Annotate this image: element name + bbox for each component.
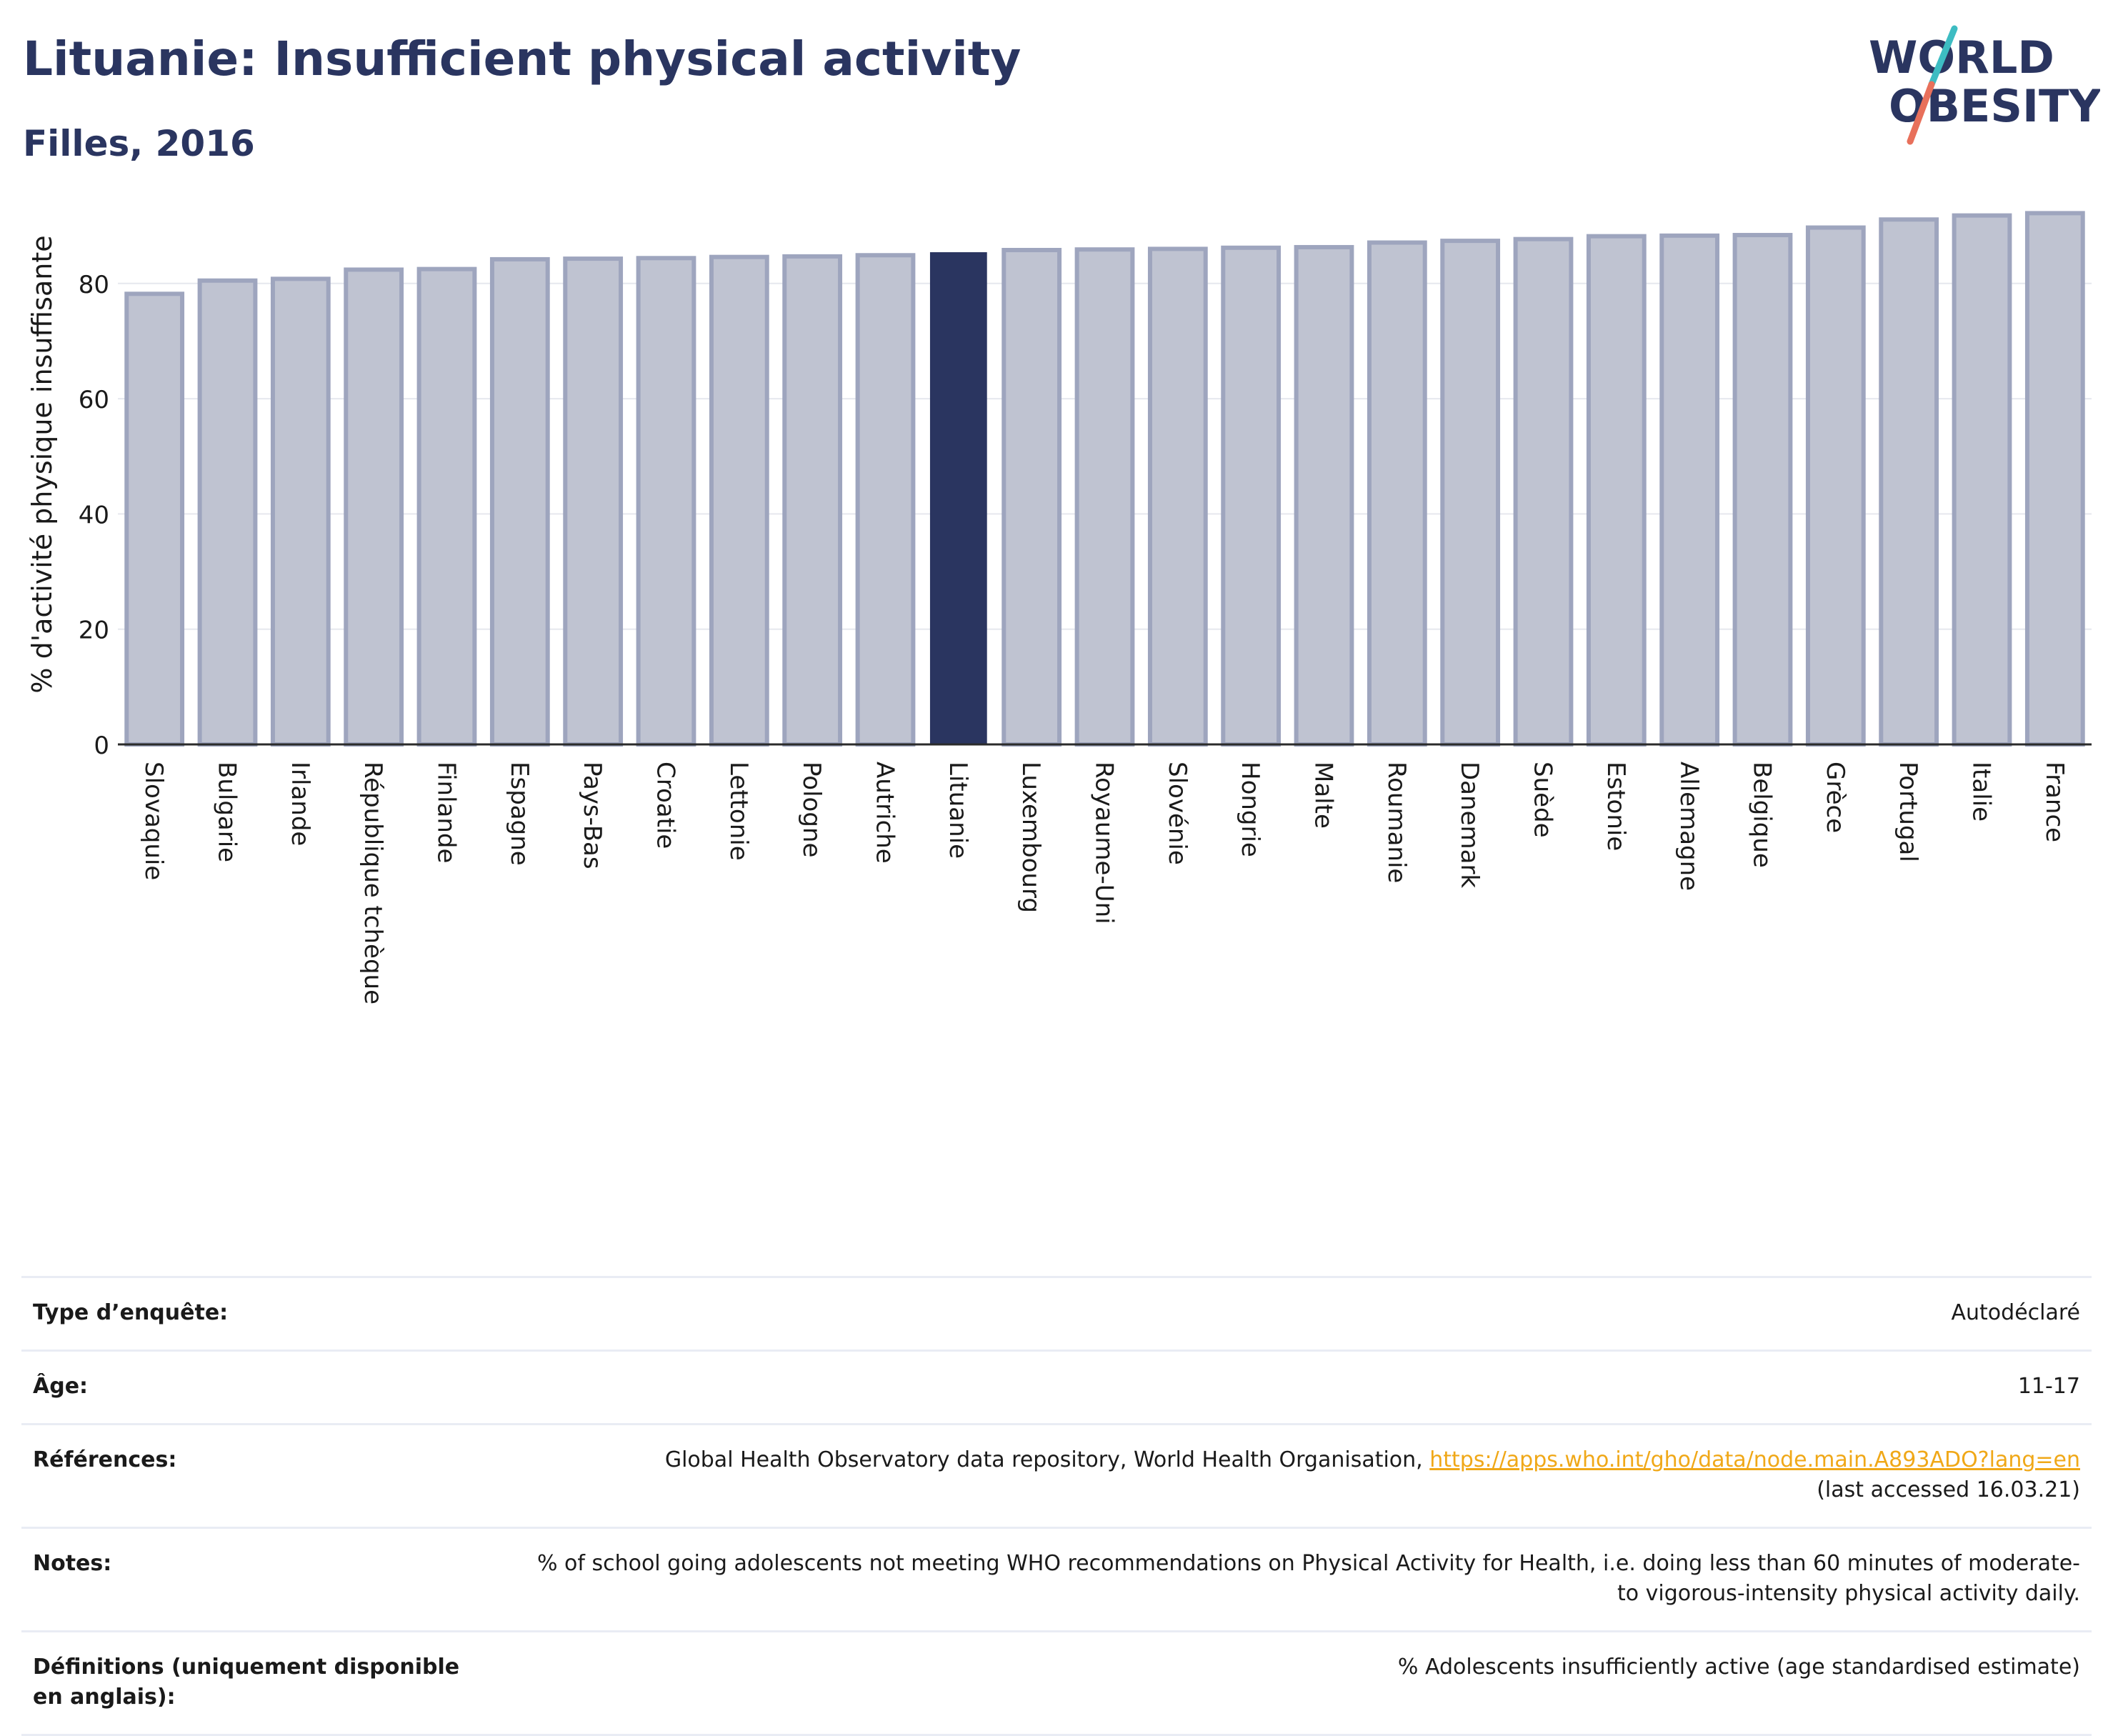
logo-word-1: WORLD — [1869, 31, 2054, 84]
world-obesity-logo: WORLD OBESITY — [1869, 25, 2100, 145]
info-row-age: Âge: 11-17 — [21, 1350, 2092, 1425]
y-tick-label: 60 — [79, 386, 109, 414]
x-tick-label: Hongrie — [1236, 762, 1264, 857]
x-tick-label: Pays-Bas — [578, 762, 606, 869]
bar-irlande — [270, 276, 331, 747]
info-value: % Adolescents insufficiently active (age… — [1397, 1655, 2080, 1680]
bar-estonie — [1586, 234, 1647, 747]
x-tick-label: Lettonie — [724, 762, 753, 861]
bar-bulgarie — [197, 278, 258, 747]
x-tick-label: Slovénie — [1163, 762, 1192, 865]
x-tick-label: Pologne — [797, 762, 826, 857]
x-tick-labels: Slovaquie Bulgarie Irlande République tchèq… — [139, 762, 2069, 1004]
y-tick-labels: 0 20 40 60 80 — [79, 271, 109, 760]
info-value: % of school going adolescents not meetin… — [536, 1551, 2080, 1606]
bar-malte — [1294, 244, 1354, 747]
references-accessed: (last accessed 16.03.21) — [1817, 1477, 2080, 1502]
info-label: Type d’enquête: — [33, 1300, 229, 1325]
references-text: Global Health Observatory data repositor… — [664, 1447, 1423, 1472]
page-subtitle: Filles, 2016 — [23, 123, 255, 164]
bar-autriche — [855, 253, 916, 747]
x-tick-label: Danemark — [1455, 762, 1484, 888]
x-tick-label: Belgique — [1748, 762, 1777, 868]
info-row-survey-type: Type d’enquête: Autodéclaré — [21, 1277, 2092, 1351]
info-label: Âge: — [33, 1374, 89, 1399]
x-tick-label: Bulgarie — [213, 762, 241, 862]
bar-espagne — [489, 256, 550, 747]
info-label: Définitions (uniquement disponible en an… — [33, 1655, 460, 1710]
bar-finlande — [416, 266, 477, 747]
info-row-notes: Notes: % of school going adolescents not… — [21, 1527, 2092, 1632]
info-table: Type d’enquête: Autodéclaré Âge: 11-17 R… — [21, 1276, 2092, 1736]
x-tick-label: Luxembourg — [1016, 762, 1045, 913]
bar-portugal — [1879, 217, 1939, 747]
x-tick-label: Portugal — [1894, 762, 1922, 862]
bar-slovaquie — [124, 291, 185, 747]
x-tick-label: Royaume-Uni — [1090, 762, 1119, 924]
y-tick-label: 0 — [94, 732, 109, 760]
bar-slovénie — [1147, 246, 1208, 747]
x-tick-label: Finlande — [432, 762, 461, 863]
bar-république-tchèque — [344, 267, 404, 747]
info-row-references: Références: Global Health Observatory da… — [21, 1424, 2092, 1528]
x-tick-label: Estonie — [1602, 762, 1630, 851]
bar-france — [2024, 211, 2085, 747]
info-label: Références: — [33, 1447, 177, 1472]
info-label: Notes: — [33, 1551, 112, 1576]
page-title: Lituanie: Insufficient physical activity — [23, 31, 1021, 86]
info-value-references: Global Health Observatory data repositor… — [501, 1425, 2092, 1528]
x-tick-label: Roumanie — [1382, 762, 1411, 883]
x-tick-label: Grèce — [1821, 762, 1849, 833]
bar-danemark — [1440, 239, 1501, 747]
y-tick-label: 80 — [79, 271, 109, 299]
bar-pologne — [782, 254, 843, 747]
bar-lituanie — [929, 252, 987, 746]
bar-lettonie — [709, 254, 769, 747]
info-value: Autodéclaré — [1951, 1300, 2081, 1325]
info-row-definitions: Définitions (uniquement disponible en an… — [21, 1631, 2092, 1735]
x-tick-label: République tchèque — [359, 762, 387, 1004]
bar-pays-bas — [563, 256, 624, 747]
y-tick-label: 40 — [79, 501, 109, 529]
x-tick-label: France — [2040, 762, 2069, 842]
bar-roumanie — [1367, 240, 1427, 747]
x-tick-label: Espagne — [505, 762, 534, 866]
x-tick-label: Suède — [1529, 762, 1557, 838]
x-tick-label: Autriche — [871, 762, 899, 864]
bar-croatie — [636, 256, 696, 747]
bar-italie — [1952, 213, 2012, 747]
bar-royaume-uni — [1074, 247, 1135, 747]
info-value: 11-17 — [2017, 1374, 2080, 1399]
bar-allemagne — [1659, 233, 1720, 747]
bar-grèce — [1805, 225, 1866, 747]
references-link[interactable]: https://apps.who.int/gho/data/node.main.… — [1429, 1447, 2080, 1472]
bar-chart: Slovaquie Bulgarie Irlande République tchèq… — [26, 211, 2092, 1004]
bar-belgique — [1732, 233, 1793, 747]
y-tick-label: 20 — [79, 617, 109, 645]
x-tick-label: Irlande — [286, 762, 314, 846]
x-tick-label: Slovaquie — [139, 762, 168, 880]
x-tick-label: Allemagne — [1674, 762, 1703, 891]
bar-luxembourg — [1001, 248, 1062, 747]
bars — [124, 211, 2085, 747]
y-axis-title: % d'activité physique insuffisante — [26, 235, 58, 693]
bar-hongrie — [1221, 245, 1282, 747]
x-tick-label: Malte — [1309, 762, 1338, 829]
logo-slash-teal — [1928, 25, 1958, 88]
x-tick-label: Italie — [1967, 762, 1996, 822]
bar-suède — [1513, 236, 1574, 747]
x-tick-label: Lituanie — [944, 762, 972, 859]
logo-slash-coral — [1907, 81, 1935, 145]
x-tick-label: Croatie — [651, 762, 680, 849]
